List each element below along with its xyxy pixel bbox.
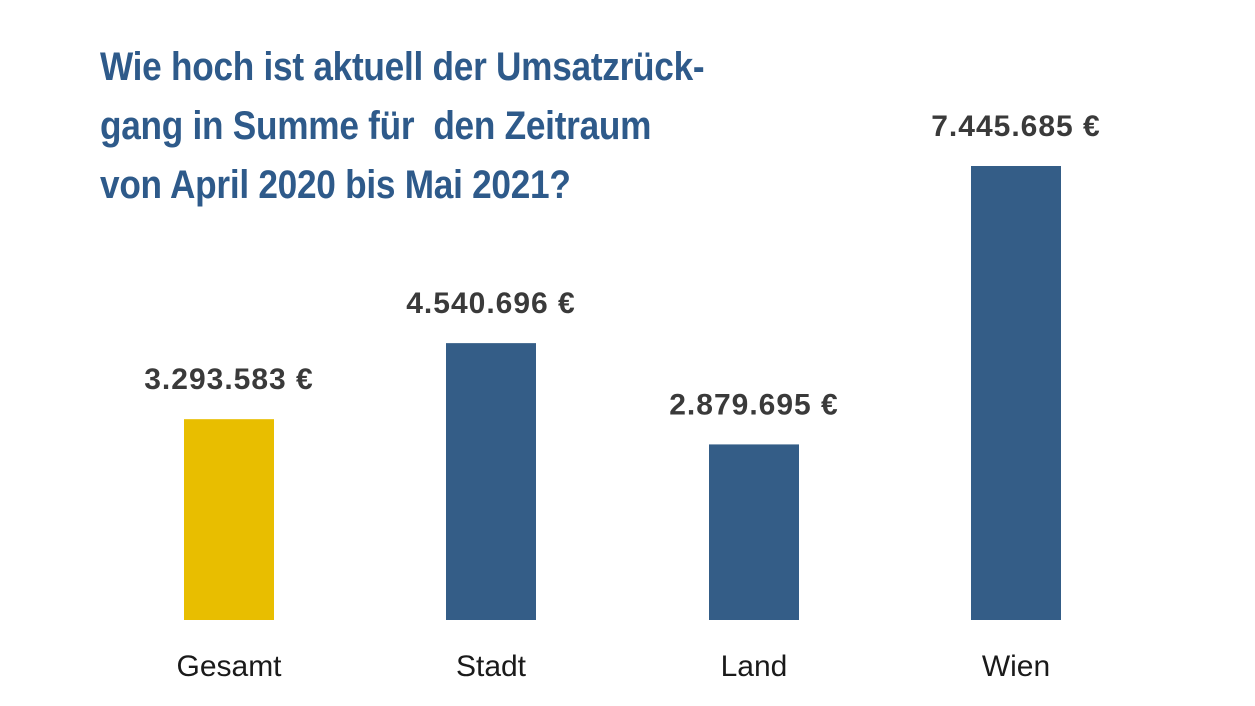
value-label-gesamt: 3.293.583 €	[144, 363, 313, 396]
chart-title: Wie hoch ist aktuell der Umsatzrück- gan…	[100, 38, 769, 215]
chart-title-line-1: Wie hoch ist aktuell der Umsatzrück-	[100, 45, 705, 89]
bar-land	[709, 444, 799, 620]
bar-wien	[971, 166, 1061, 620]
category-label-land: Land	[721, 650, 788, 683]
category-label-stadt: Stadt	[456, 650, 527, 683]
chart-title-line-2: gang in Summe für den Zeitraum	[100, 104, 652, 148]
category-label-gesamt: Gesamt	[176, 650, 282, 683]
value-label-wien: 7.445.685 €	[931, 110, 1100, 143]
bar-stadt	[446, 343, 536, 620]
category-label-wien: Wien	[982, 650, 1050, 683]
bar-gesamt	[184, 419, 274, 620]
chart-title-line-3: von April 2020 bis Mai 2021?	[100, 163, 571, 207]
value-label-land: 2.879.695 €	[669, 388, 838, 421]
value-label-stadt: 4.540.696 €	[406, 287, 575, 320]
